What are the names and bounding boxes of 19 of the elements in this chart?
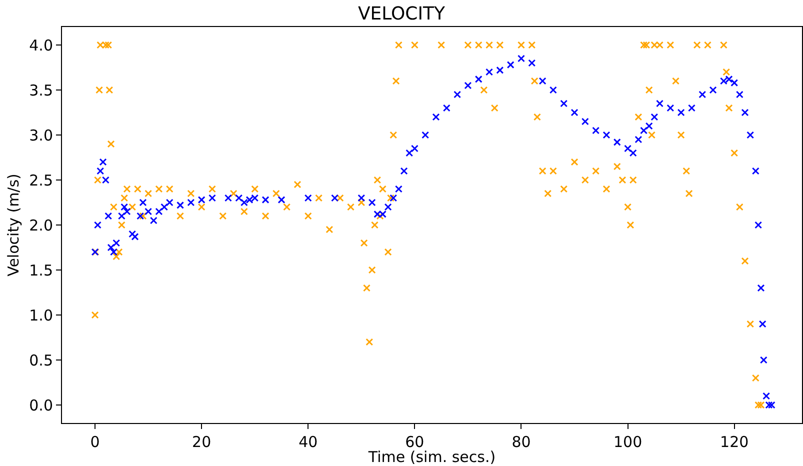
x-tick-label: 120 — [720, 433, 749, 451]
y-tick-label: 1.5 — [29, 261, 53, 280]
y-tick-label: 2.0 — [29, 216, 53, 234]
y-axis-title: Velocity (m/s) — [4, 174, 22, 276]
y-tick-label: 3.5 — [29, 81, 53, 100]
y-tick-label: 4.0 — [29, 36, 53, 54]
x-axis-title: Time (sim. secs.) — [367, 448, 496, 466]
x-tick-label: 80 — [512, 433, 531, 451]
y-tick-label: 0.5 — [29, 351, 53, 370]
x-tick-label: 60 — [405, 433, 424, 451]
x-tick-label: 40 — [298, 433, 318, 451]
x-tick-label: 0 — [90, 433, 100, 451]
y-tick-label: 3.0 — [29, 126, 53, 144]
y-tick-label: 1.0 — [29, 306, 53, 324]
y-tick-label: 0.0 — [29, 396, 53, 414]
chart-title: VELOCITY — [358, 4, 446, 25]
x-tick-label: 100 — [613, 433, 642, 451]
x-tick-label: 20 — [192, 433, 212, 451]
y-tick-label: 2.5 — [29, 171, 53, 190]
